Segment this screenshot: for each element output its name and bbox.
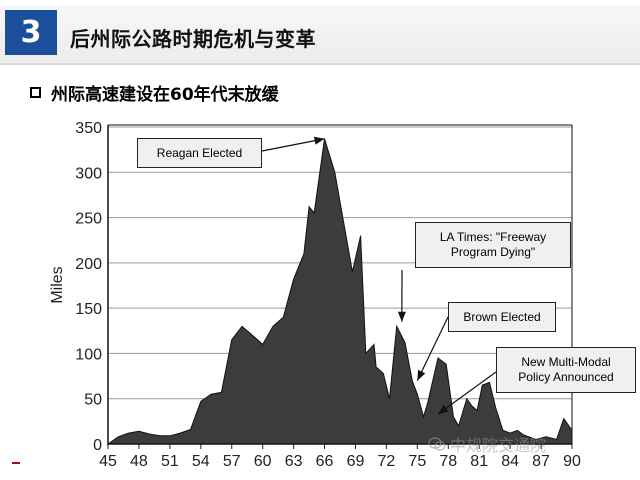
annotation-reagan-elected: Reagan Elected — [137, 138, 262, 168]
x-tick-label: 48 — [130, 453, 148, 470]
x-tick-label: 69 — [347, 453, 365, 470]
x-tick-label: 57 — [223, 453, 241, 470]
watermark: 中规院交通院 — [428, 432, 546, 456]
annotation-arrow — [261, 138, 325, 152]
annotation-brown-elected: Brown Elected — [448, 302, 556, 332]
annotation-arrow — [416, 316, 449, 381]
square-bullet-icon — [30, 87, 41, 98]
section-number-badge: 3 — [5, 10, 57, 55]
x-tick-label: 66 — [316, 453, 334, 470]
annotation-arrowhead — [313, 136, 325, 145]
bullet-row: 州际高速建设在60年代末放缓 — [30, 80, 279, 105]
x-tick-label: 60 — [254, 453, 272, 470]
wechat-icon — [428, 437, 446, 451]
section-title: 后州际公路时期危机与变革 — [70, 27, 316, 51]
x-tick-label: 84 — [501, 453, 519, 470]
x-tick-label: 78 — [439, 453, 457, 470]
y-axis-label: Miles — [49, 266, 66, 303]
y-tick-label: 150 — [75, 301, 102, 318]
annotation-arrow — [437, 371, 497, 415]
annotation-arrowhead — [397, 311, 406, 322]
y-tick-label: 250 — [75, 211, 102, 228]
y-tick-label: 50 — [84, 392, 102, 409]
annotation-arrowhead — [437, 405, 449, 415]
x-tick-label: 63 — [285, 453, 303, 470]
header-bar: 3 后州际公路时期危机与变革 — [0, 5, 640, 65]
x-tick-label: 54 — [192, 453, 210, 470]
x-tick-label: 87 — [532, 453, 550, 470]
x-tick-label: 51 — [161, 453, 179, 470]
x-tick-label: 72 — [378, 453, 396, 470]
x-tick-label: 81 — [470, 453, 488, 470]
y-tick-label: 300 — [75, 165, 102, 182]
annotation-la-times: LA Times: "Freeway Program Dying" — [415, 222, 571, 268]
bullet-text: 州际高速建设在60年代末放缓 — [51, 85, 279, 105]
y-tick-label: 200 — [75, 256, 102, 273]
y-tick-label: 0 — [93, 437, 102, 454]
y-tick-label: 350 — [75, 120, 102, 137]
x-tick-label: 45 — [99, 453, 117, 470]
annotation-multimodal-policy: New Multi-Modal Policy Announced — [496, 347, 636, 393]
y-tick-label: 100 — [75, 346, 102, 363]
annotation-arrowhead — [417, 369, 426, 381]
slide-accent-mark — [12, 462, 20, 464]
x-tick-label: 90 — [563, 453, 581, 470]
area-series — [106, 138, 573, 445]
watermark-text: 中规院交通院 — [450, 436, 547, 455]
x-tick-label: 75 — [408, 453, 426, 470]
